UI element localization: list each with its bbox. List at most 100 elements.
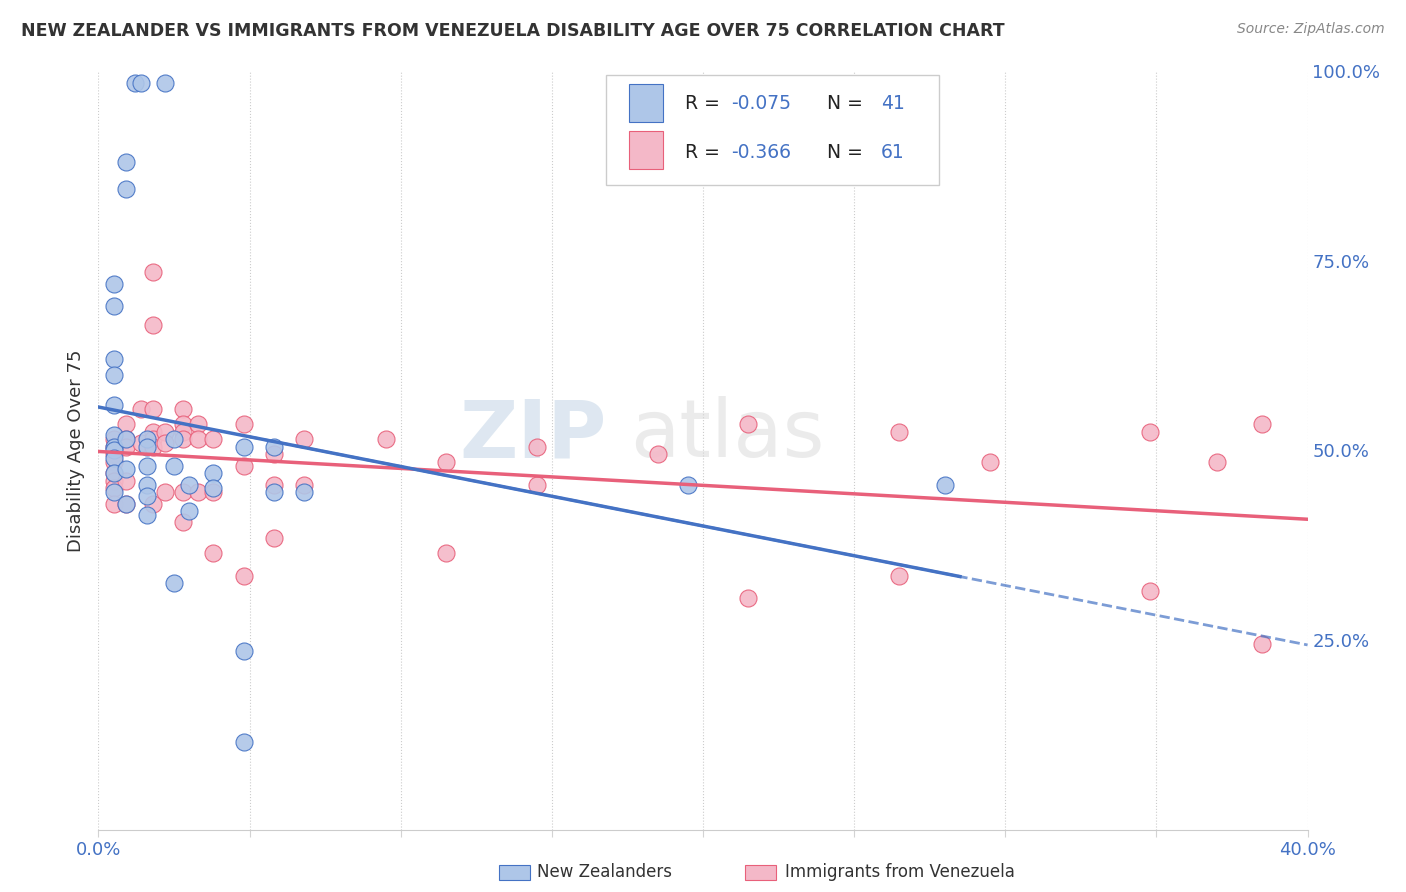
Point	[129, 401, 152, 416]
Point	[129, 76, 152, 90]
Point	[232, 440, 254, 454]
Point	[676, 477, 699, 491]
Text: R =: R =	[685, 94, 725, 113]
FancyBboxPatch shape	[630, 131, 664, 169]
Point	[103, 440, 125, 454]
Point	[434, 546, 457, 560]
Text: -0.075: -0.075	[731, 94, 790, 113]
Point	[135, 489, 157, 503]
Point	[103, 443, 125, 458]
Point	[129, 436, 152, 450]
Point	[292, 432, 315, 446]
Point	[202, 546, 225, 560]
Point	[179, 477, 201, 491]
Point	[114, 417, 136, 431]
Point	[232, 458, 254, 473]
Point	[526, 477, 548, 491]
Point	[292, 477, 315, 491]
Point	[647, 447, 669, 461]
Point	[889, 568, 911, 582]
Text: ZIP: ZIP	[458, 396, 606, 475]
Point	[114, 496, 136, 510]
Point	[103, 300, 125, 314]
Point	[187, 485, 209, 500]
Point	[1251, 637, 1274, 651]
Text: R =: R =	[685, 143, 725, 162]
Text: atlas: atlas	[630, 396, 825, 475]
Point	[103, 482, 125, 496]
Point	[103, 451, 125, 466]
Point	[202, 482, 225, 496]
Point	[114, 462, 136, 476]
Point	[163, 576, 186, 591]
FancyBboxPatch shape	[630, 84, 664, 122]
Point	[114, 182, 136, 196]
Point	[114, 155, 136, 169]
Point	[114, 432, 136, 446]
Text: NEW ZEALANDER VS IMMIGRANTS FROM VENEZUELA DISABILITY AGE OVER 75 CORRELATION CH: NEW ZEALANDER VS IMMIGRANTS FROM VENEZUE…	[21, 22, 1005, 40]
Text: 41: 41	[880, 94, 904, 113]
Point	[142, 401, 165, 416]
Point	[1139, 425, 1161, 439]
Point	[1139, 583, 1161, 598]
Point	[934, 477, 956, 491]
Text: Immigrants from Venezuela: Immigrants from Venezuela	[785, 863, 1014, 881]
Point	[135, 440, 157, 454]
Point	[142, 425, 165, 439]
Point	[103, 467, 125, 481]
Point	[142, 496, 165, 510]
Point	[114, 496, 136, 510]
Point	[135, 458, 157, 473]
Point	[142, 440, 165, 454]
Text: -0.366: -0.366	[731, 143, 790, 162]
Point	[103, 455, 125, 469]
Point	[135, 432, 157, 446]
Y-axis label: Disability Age Over 75: Disability Age Over 75	[66, 349, 84, 552]
Point	[232, 644, 254, 658]
Point	[172, 432, 194, 446]
Point	[103, 447, 125, 461]
Point	[103, 485, 125, 500]
Point	[135, 477, 157, 491]
Point	[263, 531, 285, 545]
Point	[114, 474, 136, 488]
Point	[202, 467, 225, 481]
Point	[114, 432, 136, 446]
Text: Source: ZipAtlas.com: Source: ZipAtlas.com	[1237, 22, 1385, 37]
Point	[434, 455, 457, 469]
Point	[1251, 417, 1274, 431]
Point	[187, 432, 209, 446]
Text: N =: N =	[815, 94, 869, 113]
Point	[172, 417, 194, 431]
Point	[103, 432, 125, 446]
Point	[142, 318, 165, 333]
Point	[889, 425, 911, 439]
Point	[103, 440, 125, 454]
Point	[263, 447, 285, 461]
Point	[374, 432, 396, 446]
Point	[263, 477, 285, 491]
Point	[124, 76, 146, 90]
Point	[172, 485, 194, 500]
Point	[114, 440, 136, 454]
Point	[187, 417, 209, 431]
Point	[103, 352, 125, 367]
Point	[103, 428, 125, 442]
Point	[202, 485, 225, 500]
Point	[153, 485, 176, 500]
Point	[232, 568, 254, 582]
Point	[103, 277, 125, 291]
Point	[103, 474, 125, 488]
Point	[263, 440, 285, 454]
Point	[232, 417, 254, 431]
Point	[153, 425, 176, 439]
Point	[263, 485, 285, 500]
Point	[172, 425, 194, 439]
Text: New Zealanders: New Zealanders	[537, 863, 672, 881]
Point	[153, 436, 176, 450]
Point	[292, 485, 315, 500]
Point	[737, 417, 759, 431]
Point	[979, 455, 1001, 469]
Point	[163, 458, 186, 473]
Text: N =: N =	[815, 143, 869, 162]
